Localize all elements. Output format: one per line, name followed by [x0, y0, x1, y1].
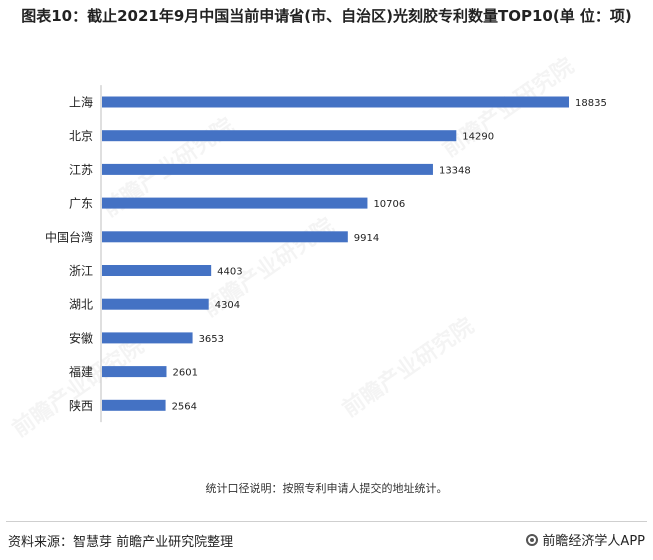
category-label: 安徽	[69, 330, 93, 345]
category-label: 湖北	[69, 297, 93, 312]
brand-logo-icon	[526, 533, 539, 546]
category-label: 广东	[69, 197, 93, 211]
data-label: 18835	[575, 98, 607, 109]
bar	[102, 96, 569, 108]
bar	[102, 265, 212, 276]
chart-title: 图表10：截止2021年9月中国当前申请省(市、自治区)光刻胶专利数量TOP10…	[21, 7, 632, 25]
bar	[102, 366, 167, 378]
data-label: 13348	[439, 165, 471, 176]
bar	[102, 163, 433, 175]
category-label: 北京	[69, 129, 93, 143]
chart-note: 统计口径说明：按照专利申请人提交的地址统计。	[205, 482, 448, 495]
brand-text: 前瞻经济学人APP	[542, 534, 645, 549]
footer-divider	[6, 521, 647, 522]
bar	[102, 399, 166, 411]
bar	[102, 130, 457, 142]
data-label: 14290	[462, 132, 494, 143]
bar	[102, 298, 209, 310]
category-label: 江苏	[69, 163, 93, 177]
category-label: 中国台湾	[45, 229, 93, 244]
data-label: 2564	[172, 401, 197, 412]
bar	[102, 332, 193, 344]
data-label: 9914	[354, 233, 379, 244]
category-label: 陕西	[69, 398, 93, 413]
bar	[102, 231, 348, 243]
data-label: 10706	[373, 199, 405, 210]
category-label: 浙江	[69, 264, 93, 278]
data-label: 4403	[217, 267, 242, 278]
brand-label: 前瞻经济学人APP	[526, 530, 645, 549]
category-label: 上海	[69, 95, 93, 110]
data-label: 3653	[199, 334, 224, 345]
data-label: 4304	[215, 300, 240, 311]
source-text: 资料来源：智慧芽 前瞻产业研究院整理	[8, 535, 234, 550]
bar-chart: 上海 18835 北京 14290 江苏 13348 广东 10706 中国台湾 9914 浙江 44…	[45, 85, 607, 423]
category-label: 福建	[69, 364, 93, 379]
bar	[102, 197, 368, 209]
data-label: 2601	[172, 368, 197, 379]
